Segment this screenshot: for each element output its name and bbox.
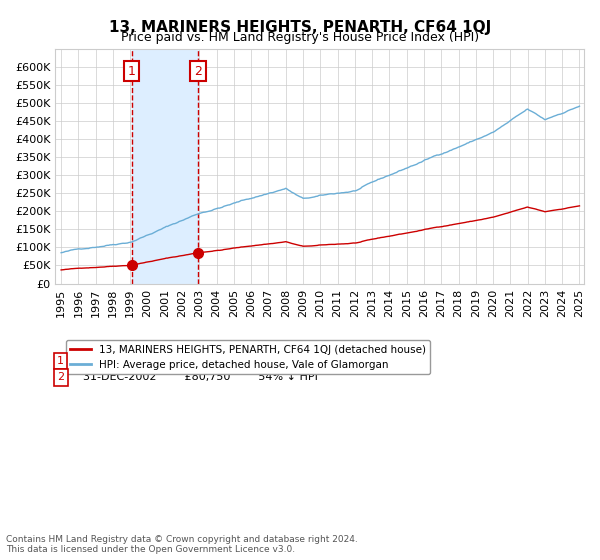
Text: 13, MARINERS HEIGHTS, PENARTH, CF64 1QJ: 13, MARINERS HEIGHTS, PENARTH, CF64 1QJ	[109, 20, 491, 35]
Text: 1: 1	[57, 356, 64, 366]
Text: Price paid vs. HM Land Registry's House Price Index (HPI): Price paid vs. HM Land Registry's House …	[121, 31, 479, 44]
Bar	[132, 49, 198, 283]
Text: 2: 2	[194, 64, 202, 77]
Text: 2: 2	[57, 372, 64, 382]
Text: 1: 1	[128, 64, 136, 77]
Text: 19-FEB-1999        £50,500        53% ↓ HPI: 19-FEB-1999 £50,500 53% ↓ HPI	[76, 356, 316, 366]
Legend: 13, MARINERS HEIGHTS, PENARTH, CF64 1QJ (detached house), HPI: Average price, de: 13, MARINERS HEIGHTS, PENARTH, CF64 1QJ …	[66, 340, 430, 374]
Text: 31-DEC-2002        £80,750        54% ↓ HPI: 31-DEC-2002 £80,750 54% ↓ HPI	[76, 372, 319, 382]
Text: Contains HM Land Registry data © Crown copyright and database right 2024.
This d: Contains HM Land Registry data © Crown c…	[6, 535, 358, 554]
